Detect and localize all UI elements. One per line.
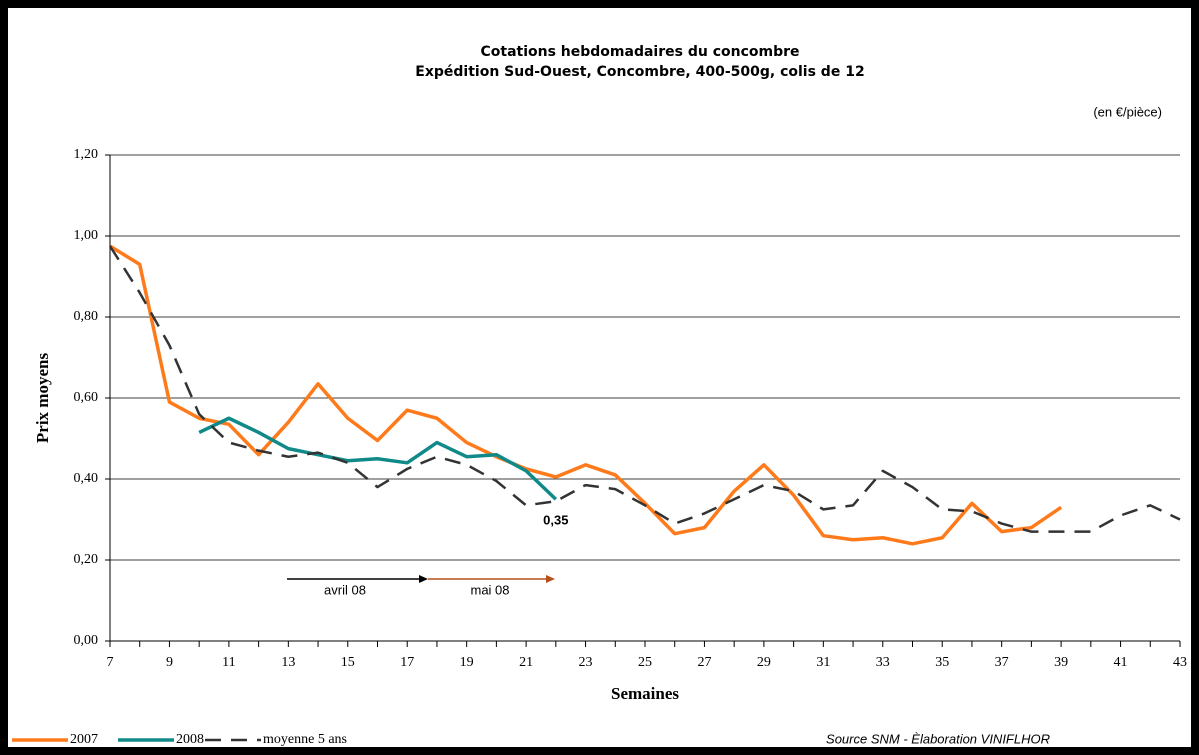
x-tick-label: 31: [816, 655, 830, 670]
x-tick-label: 23: [579, 655, 593, 670]
x-tick-label: 13: [281, 655, 295, 670]
series-line: [198, 416, 558, 501]
y-tick-label: 0,80: [74, 309, 99, 324]
y-tick-label: 1,20: [74, 147, 99, 162]
x-tick-label: 37: [995, 655, 1009, 670]
x-tick-label: 29: [757, 655, 771, 670]
arrow-head: [419, 575, 428, 583]
series-line: [109, 244, 1063, 546]
legend-label: 2008: [176, 732, 204, 747]
x-tick-label: 17: [400, 655, 414, 670]
chart-title: Cotations hebdomadaires du concombre: [480, 44, 799, 60]
x-tick-label: 33: [876, 655, 890, 670]
y-axis-title: Prix moyens: [33, 353, 52, 444]
x-tick-label: 39: [1054, 655, 1068, 670]
legend-label: 2007: [70, 732, 98, 747]
source-note: Source SNM - Èlaboration VINIFLHOR: [826, 731, 1050, 746]
series-line: [108, 245, 1181, 533]
x-tick-label: 11: [222, 655, 235, 670]
data-label: 0,35: [543, 513, 568, 528]
x-tick-label: 19: [460, 655, 474, 670]
x-tick-label: 35: [935, 655, 949, 670]
x-tick-label: 7: [107, 655, 114, 670]
annotation: mai 08: [470, 582, 509, 597]
y-tick-label: 0,00: [74, 633, 99, 648]
arrow-head: [546, 575, 555, 583]
x-tick-label: 25: [638, 655, 652, 670]
y-tick-label: 0,60: [74, 390, 99, 405]
x-tick-label: 41: [1114, 655, 1128, 670]
annotation: avril 08: [324, 582, 366, 597]
x-axis-title: Semaines: [611, 684, 679, 703]
x-tick-label: 21: [519, 655, 533, 670]
x-tick-label: 15: [341, 655, 355, 670]
chart-subtitle: Expédition Sud-Ouest, Concombre, 400-500…: [415, 64, 864, 80]
unit-note: (en €/pièce): [1093, 104, 1162, 119]
legend-label: moyenne 5 ans: [263, 732, 347, 747]
y-tick-label: 0,40: [74, 471, 99, 486]
x-tick-label: 27: [697, 655, 711, 670]
x-tick-label: 43: [1173, 655, 1187, 670]
y-tick-label: 0,20: [74, 552, 99, 567]
y-tick-label: 1,00: [74, 228, 99, 243]
x-tick-label: 9: [166, 655, 173, 670]
